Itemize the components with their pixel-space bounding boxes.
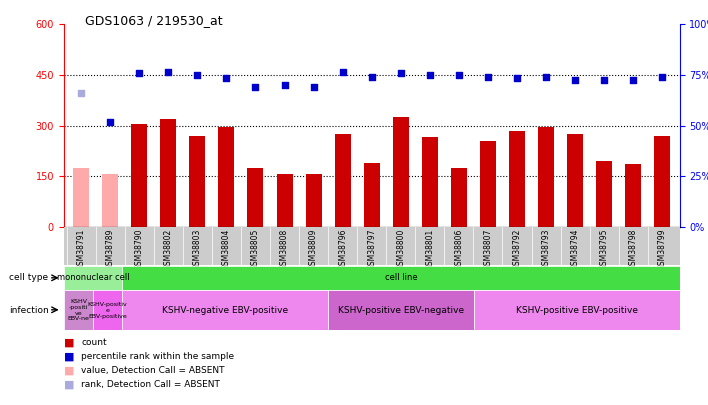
Text: count: count [81,338,107,347]
Bar [93,290,122,330]
Bar [393,117,409,227]
Bar [654,136,670,227]
Point [279,82,290,88]
Point [424,72,435,78]
Bar [122,266,680,290]
Bar [73,168,89,227]
Text: infection: infection [9,306,49,315]
Point [540,73,552,80]
Text: GSM38792: GSM38792 [513,229,522,270]
Bar [422,137,438,227]
Point [76,90,87,97]
Text: KSHV-positiv
e
EBV-positive: KSHV-positiv e EBV-positive [88,302,127,318]
Text: value, Detection Call = ABSENT: value, Detection Call = ABSENT [81,366,225,375]
Point [250,83,261,90]
Text: GSM38790: GSM38790 [135,229,144,270]
Text: GSM38804: GSM38804 [222,229,231,270]
Bar [64,290,93,330]
Point [366,73,377,80]
Text: GSM38797: GSM38797 [367,229,376,270]
Bar [102,175,118,227]
Point [192,72,203,78]
Text: GSM38800: GSM38800 [396,229,405,270]
Bar [538,127,554,227]
Bar [451,168,467,227]
Bar [277,175,292,227]
Bar [189,136,205,227]
Point [163,68,174,75]
Text: GSM38806: GSM38806 [455,229,463,270]
Point [134,70,145,77]
Text: GSM38789: GSM38789 [105,229,115,270]
Text: mononuclear cell: mononuclear cell [57,273,130,282]
Bar [596,161,612,227]
Bar [64,266,122,290]
Bar [480,141,496,227]
Bar [625,164,641,227]
Text: ■: ■ [64,352,74,361]
Point [598,77,610,83]
Text: GSM38809: GSM38809 [309,229,318,270]
Text: GSM38793: GSM38793 [542,229,551,270]
Point [105,119,116,126]
Point [482,73,493,80]
Bar [364,163,379,227]
Text: GSM38796: GSM38796 [338,229,347,270]
Text: GSM38799: GSM38799 [658,229,667,270]
Point [511,75,523,81]
Text: KSHV-negative EBV-positive: KSHV-negative EBV-positive [162,306,288,315]
Bar [306,175,321,227]
Text: cell type: cell type [9,273,48,282]
Bar [328,290,474,330]
Bar [248,168,263,227]
Bar [567,134,583,227]
Text: KSHV
-positi
ve
EBV-ne: KSHV -positi ve EBV-ne [67,299,89,322]
Bar [219,127,234,227]
Text: GSM38802: GSM38802 [164,229,173,270]
Point [627,77,639,83]
Text: GSM38807: GSM38807 [484,229,493,270]
Text: ■: ■ [64,366,74,375]
Text: GSM38791: GSM38791 [76,229,86,270]
Bar [474,290,680,330]
Text: GSM38805: GSM38805 [251,229,260,270]
Bar [509,130,525,227]
Text: GSM38794: GSM38794 [571,229,580,270]
Point [337,68,348,75]
Bar [160,119,176,227]
Bar [335,134,350,227]
Point [453,72,464,78]
Text: cell line: cell line [384,273,417,282]
Text: GDS1063 / 219530_at: GDS1063 / 219530_at [85,14,222,27]
Text: percentile rank within the sample: percentile rank within the sample [81,352,234,361]
Text: GSM38803: GSM38803 [193,229,202,270]
Text: GSM38798: GSM38798 [629,229,638,270]
Text: rank, Detection Call = ABSENT: rank, Detection Call = ABSENT [81,380,220,389]
Point [308,83,319,90]
Bar [122,290,328,330]
Text: ■: ■ [64,380,74,390]
Point [221,75,232,81]
Text: KSHV-positive EBV-positive: KSHV-positive EBV-positive [516,306,638,315]
Text: GSM38795: GSM38795 [600,229,609,270]
Bar [131,124,147,227]
Text: GSM38801: GSM38801 [426,229,434,270]
Point [656,73,668,80]
Point [395,70,406,77]
Text: KSHV-positive EBV-negative: KSHV-positive EBV-negative [338,306,464,315]
Point [569,77,581,83]
Text: ■: ■ [64,337,74,347]
Text: GSM38808: GSM38808 [280,229,289,270]
